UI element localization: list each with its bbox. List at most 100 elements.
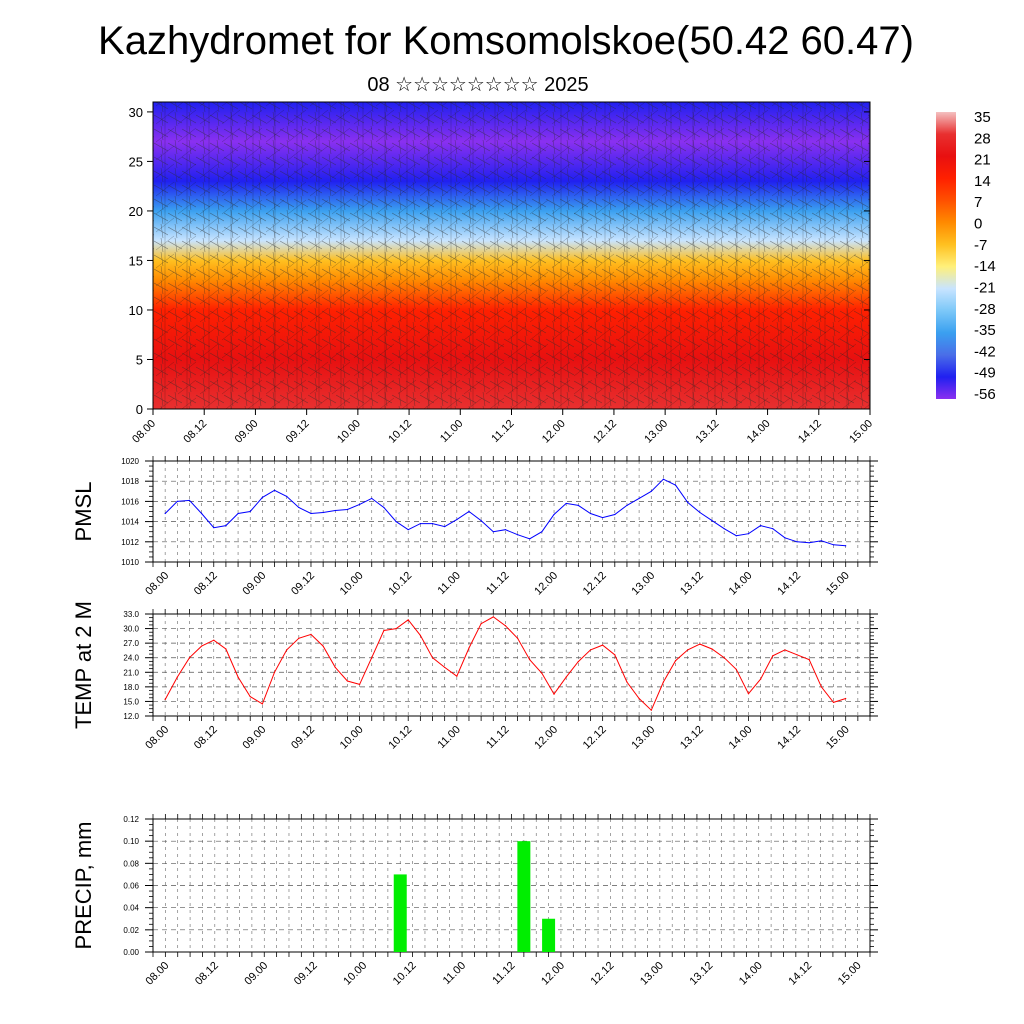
data-point xyxy=(784,537,786,539)
x-tick-label: 11.12 xyxy=(484,570,511,597)
data-point xyxy=(602,516,604,519)
precip-bar xyxy=(517,841,531,952)
x-tick-label: 11.00 xyxy=(436,570,463,597)
data-point xyxy=(760,678,762,680)
colorbar-label: 14 xyxy=(974,173,991,190)
data-point xyxy=(431,657,434,659)
data-point xyxy=(796,654,798,656)
x-tick-label: 12.12 xyxy=(589,960,617,988)
data-point xyxy=(565,502,567,505)
data-point xyxy=(201,512,203,515)
data-point xyxy=(723,528,725,530)
data-point xyxy=(492,616,494,618)
data-point xyxy=(188,657,191,659)
data-point xyxy=(492,531,494,533)
data-point xyxy=(747,693,750,695)
temperature-wind-crosssection: 0 5 10 15 20 25 30 08.00 08.12 09.00 09.12 10.00 10.… xyxy=(129,101,875,446)
data-point xyxy=(674,484,677,486)
data-point xyxy=(237,512,239,515)
x-tick-label: 10.00 xyxy=(338,724,366,752)
data-point xyxy=(407,619,409,621)
data-point xyxy=(747,533,750,535)
plot-frame xyxy=(152,818,871,953)
data-point xyxy=(395,627,397,630)
x-tick-label: 14.00 xyxy=(737,960,765,988)
data-point xyxy=(201,645,203,647)
data-point xyxy=(516,637,519,639)
y-tick-label: 33.0 xyxy=(123,610,139,619)
y-tick-label: 1020 xyxy=(121,457,139,466)
colorbar: 35 28 21 14 7 0 -7 -14 -21 -28 -35 -42 -49 -56 xyxy=(936,109,996,403)
data-point xyxy=(735,535,737,537)
plot-area xyxy=(153,461,870,562)
plot-frame xyxy=(152,613,871,717)
data-point xyxy=(395,521,397,523)
data-point xyxy=(176,676,178,678)
y-tick-label: 1010 xyxy=(121,558,139,567)
data-point xyxy=(820,540,822,542)
data-point xyxy=(261,496,263,498)
data-point xyxy=(322,645,324,647)
data-point xyxy=(589,512,592,515)
x-tick-label: 08.00 xyxy=(143,570,171,598)
data-point xyxy=(322,511,324,514)
data-point xyxy=(687,649,689,651)
x-tick-label: 13.00 xyxy=(638,960,666,988)
x-tick-label: 09.00 xyxy=(233,418,261,446)
x-tick-label: 08.12 xyxy=(193,960,221,988)
data-point xyxy=(383,506,385,509)
x-tick-label: 15.00 xyxy=(824,570,852,598)
y-tick-label: 15 xyxy=(129,253,143,268)
y-tick-label: 5 xyxy=(136,352,143,367)
data-point xyxy=(444,666,446,669)
y-tick-label: 0.06 xyxy=(123,882,139,891)
x-tick-label: 14.12 xyxy=(775,570,803,598)
data-point xyxy=(310,633,312,636)
data-point xyxy=(188,499,191,501)
y-axis-title: PRECIP, mm xyxy=(71,822,96,950)
data-point xyxy=(164,698,166,701)
data-point xyxy=(687,501,689,504)
y-tick-label: 21.0 xyxy=(123,668,139,677)
colorbar-label: -14 xyxy=(974,258,996,275)
y-tick-label: 0 xyxy=(136,402,143,417)
data-point xyxy=(273,671,276,673)
figure-title: Kazhydromet for Komsomolskoe(50.42 60.47… xyxy=(98,19,914,63)
data-point xyxy=(310,512,312,515)
data-point xyxy=(638,697,640,700)
x-tick-label: 11.12 xyxy=(490,960,517,987)
data-point xyxy=(808,659,810,661)
data-point xyxy=(832,544,835,546)
x-tick-label: 10.00 xyxy=(341,960,369,988)
precip-bar xyxy=(393,874,407,952)
data-point xyxy=(662,681,665,683)
data-point xyxy=(444,526,446,528)
x-tick-label: 12.00 xyxy=(540,418,568,446)
y-tick-label: 1012 xyxy=(121,538,139,547)
y-tick-label: 0.10 xyxy=(123,837,139,846)
x-tick-label: 13.00 xyxy=(629,570,657,598)
data-point xyxy=(213,527,215,529)
colorbar-label: 21 xyxy=(974,152,991,169)
x-tick-label: 12.00 xyxy=(532,724,560,752)
data-point xyxy=(249,695,251,698)
x-tick-label: 13.12 xyxy=(678,570,706,598)
data-point xyxy=(565,676,567,678)
y-tick-label: 12.0 xyxy=(123,712,139,721)
x-tick-label: 08.12 xyxy=(192,724,220,752)
data-point xyxy=(334,666,336,669)
y-tick-label: 0.04 xyxy=(123,904,139,913)
data-point xyxy=(662,478,665,480)
wind-barbs-secondary xyxy=(153,102,870,409)
data-point xyxy=(431,523,434,525)
y-tick-label: 24.0 xyxy=(123,654,139,663)
x-tick-label: 14.00 xyxy=(727,724,755,752)
data-point xyxy=(541,672,543,674)
colorbar-label: 0 xyxy=(974,216,982,233)
precip-bar xyxy=(542,918,556,952)
data-point xyxy=(614,654,616,656)
data-point xyxy=(371,657,373,659)
data-point xyxy=(419,523,421,525)
colorbar-label: 28 xyxy=(974,130,991,147)
data-point xyxy=(772,528,774,530)
